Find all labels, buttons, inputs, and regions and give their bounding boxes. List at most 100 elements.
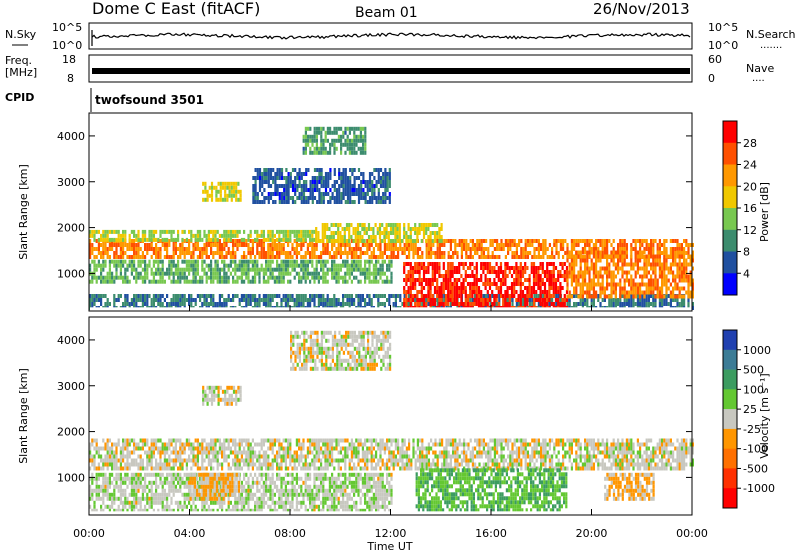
heatmap-cell	[368, 243, 370, 247]
heatmap-cell	[212, 439, 214, 443]
heatmap-cell	[197, 255, 199, 259]
heatmap-cell	[115, 463, 117, 467]
heatmap-cell	[674, 287, 676, 291]
heatmap-cell	[281, 168, 283, 172]
heatmap-cell	[379, 231, 381, 235]
heatmap-cell	[635, 295, 637, 299]
heatmap-cell	[333, 143, 335, 147]
heatmap-cell	[448, 239, 450, 243]
heatmap-cell	[329, 172, 331, 176]
heatmap-cell	[423, 227, 425, 231]
heatmap-cell	[439, 243, 441, 247]
heatmap-cell	[372, 231, 374, 235]
heatmap-cell	[309, 230, 311, 234]
heatmap-cell	[588, 255, 590, 259]
heatmap-cell	[637, 302, 639, 306]
heatmap-cell	[247, 294, 249, 298]
heatmap-cell	[349, 298, 351, 302]
heatmap-cell	[311, 151, 313, 155]
heatmap-cell	[316, 200, 318, 204]
heatmap-cell	[371, 243, 373, 247]
heatmap-cell	[140, 238, 142, 242]
heatmap-cell	[201, 447, 203, 451]
heatmap-cell	[357, 298, 359, 302]
heatmap-cell	[588, 239, 590, 243]
heatmap-cell	[566, 255, 568, 259]
heatmap-cell	[573, 247, 575, 251]
heatmap-cell	[621, 294, 623, 298]
heatmap-cell	[371, 196, 373, 200]
heatmap-cell	[430, 278, 432, 282]
heatmap-cell	[362, 176, 364, 180]
heatmap-cell	[164, 243, 166, 247]
heatmap-cell	[144, 238, 146, 242]
heatmap-cell	[91, 443, 93, 447]
heatmap-cell	[151, 459, 153, 463]
heatmap-cell	[203, 272, 205, 276]
heatmap-cell	[384, 196, 386, 200]
heatmap-cell	[373, 247, 375, 251]
heatmap-cell	[659, 247, 661, 251]
heatmap-cell	[441, 251, 443, 255]
heatmap-cell	[107, 255, 109, 259]
heatmap-cell	[221, 260, 223, 264]
heatmap-cell	[476, 243, 478, 247]
heatmap-cell	[115, 260, 117, 264]
heatmap-cell	[344, 243, 346, 247]
heatmap-cell	[527, 251, 529, 255]
heatmap-cell	[184, 260, 186, 264]
heatmap-cell	[476, 298, 478, 302]
heatmap-cell	[283, 294, 285, 298]
heatmap-cell	[173, 255, 175, 259]
heatmap-cell	[120, 451, 122, 455]
heatmap-cell	[219, 247, 221, 251]
heatmap-cell	[142, 302, 144, 306]
heatmap-cell	[346, 264, 348, 268]
heatmap-cell	[258, 298, 260, 302]
heatmap-cell	[283, 260, 285, 264]
heatmap-cell	[586, 239, 588, 243]
heatmap-cell	[266, 180, 268, 184]
heatmap-cell	[269, 276, 271, 280]
heatmap-cell	[533, 290, 535, 294]
heatmap-cell	[359, 223, 361, 227]
heatmap-cell	[427, 235, 429, 239]
heatmap-cell	[663, 295, 665, 299]
heatmap-cell	[259, 188, 261, 192]
heatmap-cell	[386, 255, 388, 259]
heatmap-cell	[327, 131, 329, 135]
heatmap-cell	[360, 139, 362, 143]
heatmap-cell	[427, 298, 429, 302]
heatmap-cell	[104, 294, 106, 298]
heatmap-cell	[540, 282, 542, 286]
heatmap-cell	[608, 275, 610, 279]
heatmap-cell	[575, 287, 577, 291]
heatmap-cell	[511, 298, 513, 302]
heatmap-cell	[309, 272, 311, 276]
heatmap-cell	[192, 255, 194, 259]
heatmap-cell	[113, 255, 115, 259]
heatmap-cell	[524, 298, 526, 302]
heatmap-cell	[126, 298, 128, 302]
heatmap-cell	[199, 443, 201, 447]
heatmap-cell	[376, 180, 378, 184]
heatmap-cell	[311, 135, 313, 139]
heatmap-cell	[573, 291, 575, 295]
heatmap-cell	[371, 180, 373, 184]
heatmap-cell	[357, 223, 359, 227]
heatmap-cell	[360, 251, 362, 255]
heatmap-cell	[388, 231, 390, 235]
heatmap-cell	[181, 276, 183, 280]
heatmap-cell	[663, 243, 665, 247]
heatmap-cell	[395, 298, 397, 302]
heatmap-cell	[236, 276, 238, 280]
heatmap-cell	[315, 239, 317, 243]
heatmap-cell	[378, 188, 380, 192]
heatmap-cell	[144, 439, 146, 443]
heatmap-cell	[504, 282, 506, 286]
heatmap-cell	[564, 298, 566, 302]
heatmap-cell	[437, 247, 439, 251]
heatmap-cell	[624, 251, 626, 255]
heatmap-cell	[383, 235, 385, 239]
heatmap-cell	[219, 463, 221, 467]
